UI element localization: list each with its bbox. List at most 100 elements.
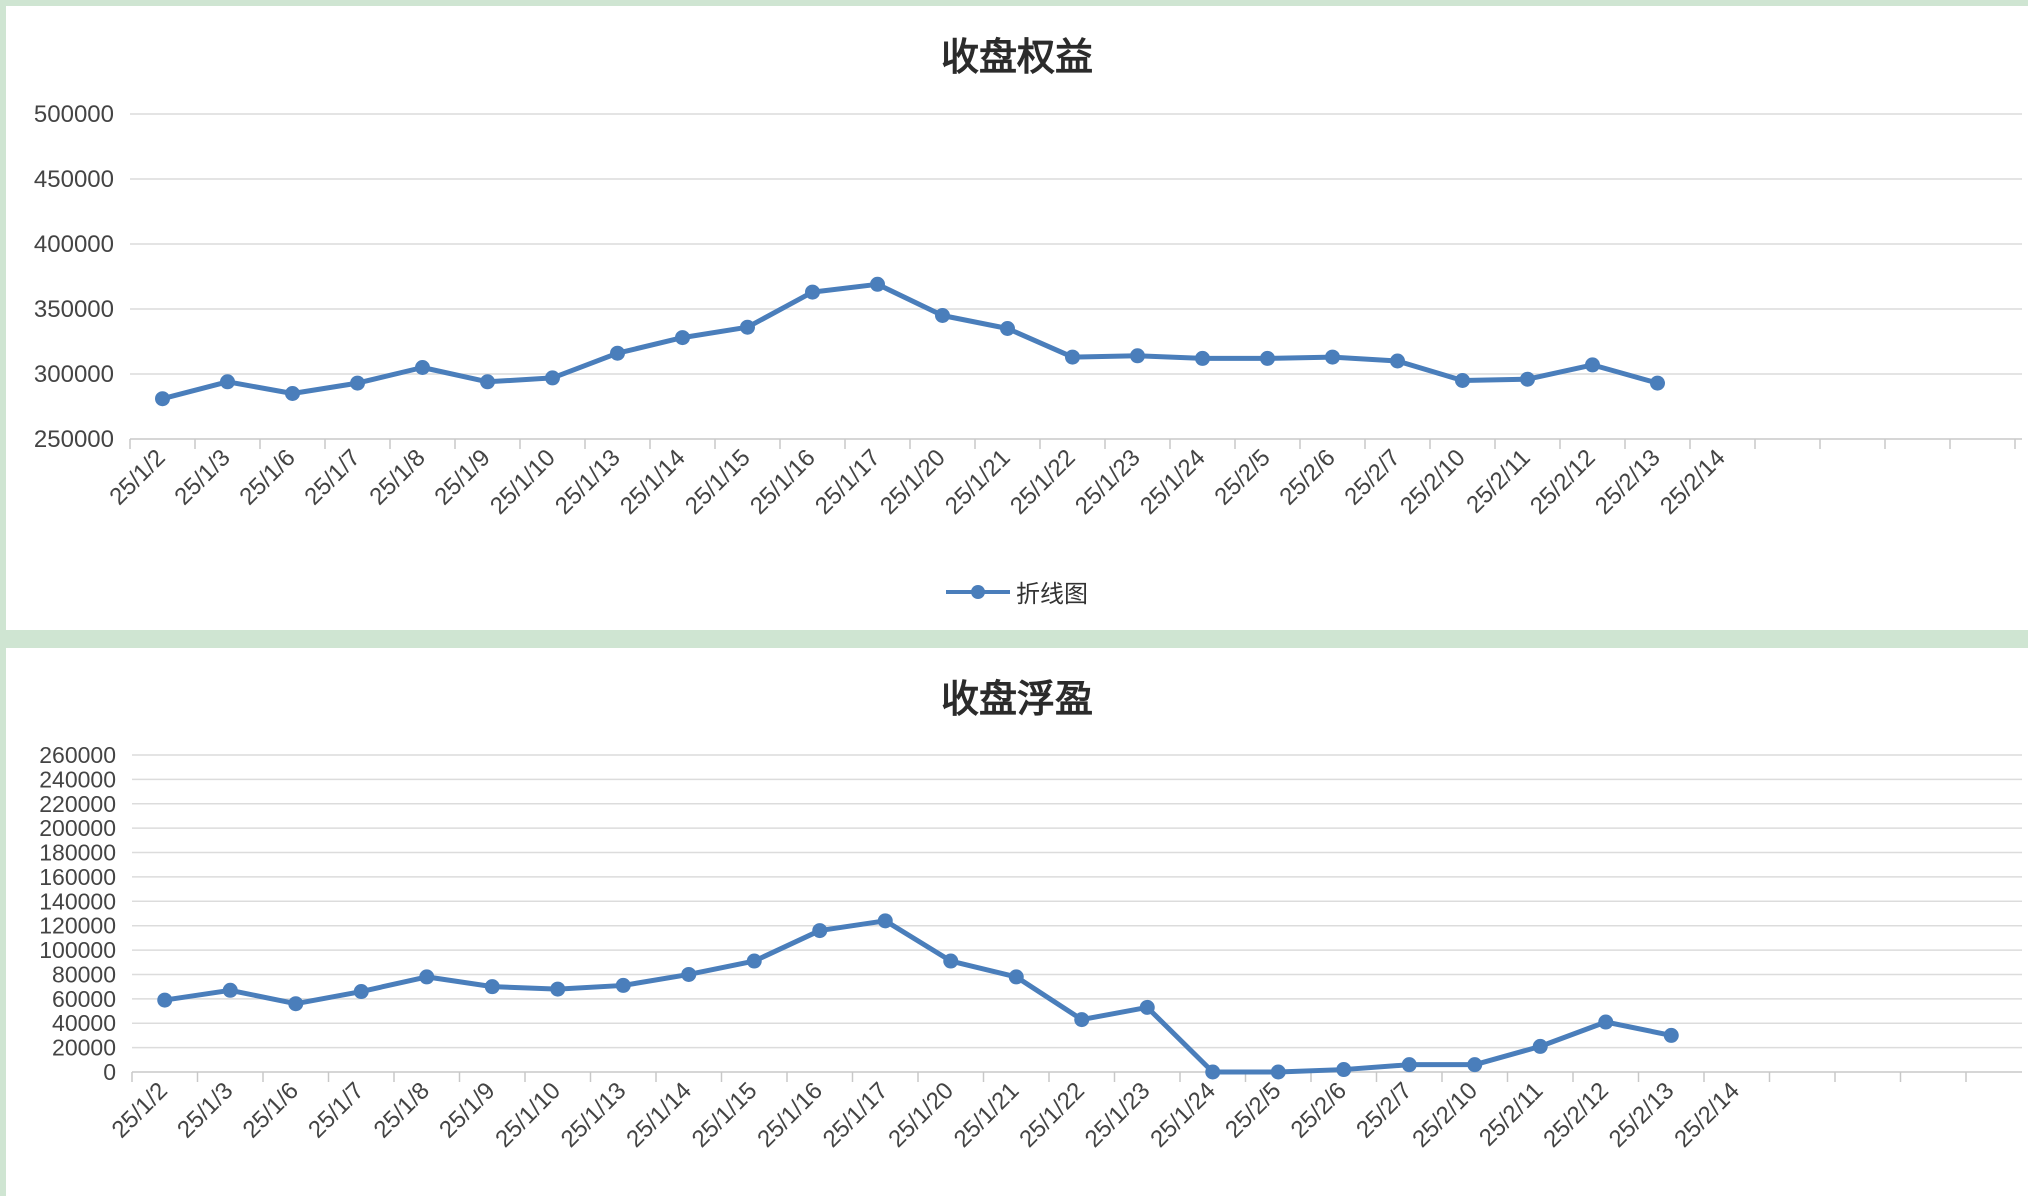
x-tick-label: 25/1/24 xyxy=(1135,444,1211,520)
x-tick-label: 25/2/10 xyxy=(1407,1077,1483,1153)
data-point xyxy=(1532,1038,1548,1054)
data-point xyxy=(812,923,828,939)
data-point xyxy=(484,979,500,995)
x-tick-label: 25/1/22 xyxy=(1005,444,1081,520)
x-tick-label: 25/1/17 xyxy=(810,444,886,520)
gridlines xyxy=(130,113,2022,375)
x-tick-label: 25/2/14 xyxy=(1655,444,1731,520)
data-point xyxy=(1455,373,1470,388)
data-point xyxy=(1000,321,1015,336)
data-point xyxy=(1074,1012,1090,1028)
data-point xyxy=(675,330,690,346)
x-tick-label: 25/2/12 xyxy=(1538,1077,1614,1153)
legend-line-marker-icon xyxy=(946,580,1010,604)
data-point xyxy=(740,319,755,335)
x-tick-label: 25/1/8 xyxy=(369,1077,435,1143)
y-tick-label: 60000 xyxy=(52,986,116,1012)
x-tick-label: 25/1/6 xyxy=(234,444,300,510)
x-tick-label: 25/1/7 xyxy=(303,1077,369,1143)
x-tick-label: 25/1/17 xyxy=(818,1077,894,1153)
data-point xyxy=(350,375,365,391)
y-tick-label: 180000 xyxy=(39,840,116,866)
x-tick-label: 25/1/21 xyxy=(949,1077,1025,1153)
gridlines xyxy=(132,754,2022,1049)
data-point xyxy=(353,984,369,1000)
x-tick-label: 25/2/14 xyxy=(1669,1077,1745,1153)
y-tick-label: 240000 xyxy=(39,766,116,792)
y-tick-label: 500000 xyxy=(34,101,114,128)
data-point xyxy=(415,360,430,375)
x-tick-label: 25/1/3 xyxy=(169,444,235,510)
y-tick-label: 350000 xyxy=(34,296,114,323)
x-tick-label: 25/1/15 xyxy=(687,1077,763,1153)
x-tick-label: 25/2/12 xyxy=(1525,444,1601,520)
chart-title: 收盘权益 xyxy=(940,34,1093,79)
data-point xyxy=(943,953,959,969)
data-point xyxy=(615,977,631,993)
x-tick-label: 25/2/10 xyxy=(1395,444,1471,520)
legend: 折线图 xyxy=(6,574,2028,609)
series-line xyxy=(161,281,1659,402)
data-point xyxy=(610,345,625,361)
x-tick-label: 25/2/11 xyxy=(1461,444,1535,518)
data-point xyxy=(1325,349,1340,365)
data-point xyxy=(1467,1057,1483,1073)
x-tick-label: 25/1/23 xyxy=(1080,1077,1156,1153)
data-point xyxy=(1520,371,1535,387)
data-point xyxy=(1205,1064,1221,1080)
x-tick-label: 25/1/13 xyxy=(556,1077,632,1153)
data-point xyxy=(1065,349,1080,365)
equity-line-chart: 250000 300000 350000 400000 450000 500000 25/1… xyxy=(34,101,2022,520)
data-point xyxy=(155,391,170,407)
equity-chart-panel: 收盘权益 250000 300000 350000 400000 450000 50000… xyxy=(6,6,2028,630)
data-point xyxy=(1008,969,1024,985)
data-point xyxy=(805,284,820,300)
y-tick-label: 400000 xyxy=(34,231,114,258)
data-point xyxy=(1139,999,1155,1015)
floating-pnl-chart-panel: 收盘浮盈 0 20000 40000 60000 80000 100000 120000 14… xyxy=(6,648,2028,1196)
x-tick-label: 25/2/5 xyxy=(1220,1077,1286,1143)
x-tick-label: 25/1/20 xyxy=(883,1077,959,1153)
x-tick-label: 25/1/6 xyxy=(238,1077,304,1143)
floating-pnl-line-chart: 0200004000060000800001000001200001400001… xyxy=(39,742,2022,1153)
y-tick-label: 40000 xyxy=(52,1010,116,1036)
y-tick-label: 20000 xyxy=(52,1035,116,1061)
x-tick-label: 25/2/11 xyxy=(1474,1077,1548,1151)
data-point xyxy=(419,969,435,985)
x-tick-label: 25/1/14 xyxy=(621,1077,697,1153)
data-point xyxy=(480,374,495,390)
data-point xyxy=(1260,350,1275,366)
data-point xyxy=(1270,1064,1286,1080)
data-point xyxy=(1130,348,1145,364)
x-tick-label: 25/1/22 xyxy=(1014,1077,1090,1153)
chart-title: 收盘浮盈 xyxy=(940,676,1093,721)
data-point xyxy=(288,996,304,1012)
data-point xyxy=(1390,353,1405,369)
data-point xyxy=(1401,1057,1417,1073)
y-tick-label: 220000 xyxy=(39,791,116,817)
data-point xyxy=(1663,1027,1679,1043)
x-tick-label: 25/2/6 xyxy=(1286,1077,1352,1143)
data-point xyxy=(681,966,697,982)
data-point xyxy=(545,370,560,386)
x-tick-label: 25/2/13 xyxy=(1590,444,1666,520)
y-tick-label: 250000 xyxy=(34,426,114,453)
data-point xyxy=(222,982,238,998)
data-point xyxy=(1650,375,1665,391)
x-tick-label: 25/1/7 xyxy=(299,444,365,510)
x-tick-label: 25/1/14 xyxy=(615,444,691,520)
y-tick-label: 120000 xyxy=(39,913,116,939)
legend-label: 折线图 xyxy=(1016,581,1088,608)
data-point xyxy=(220,374,235,390)
x-tick-label: 25/2/6 xyxy=(1274,444,1340,510)
y-tick-label: 100000 xyxy=(39,937,116,963)
x-tick-label: 25/1/13 xyxy=(550,444,626,520)
data-point xyxy=(935,308,950,323)
y-tick-label: 450000 xyxy=(34,166,114,193)
x-tick-label: 25/1/16 xyxy=(752,1077,828,1153)
y-tick-label: 80000 xyxy=(52,961,116,987)
x-tick-label: 25/2/13 xyxy=(1604,1077,1680,1153)
x-tick-label: 25/1/8 xyxy=(364,444,430,510)
data-point xyxy=(550,981,566,997)
x-tick-label: 25/1/16 xyxy=(745,444,821,520)
